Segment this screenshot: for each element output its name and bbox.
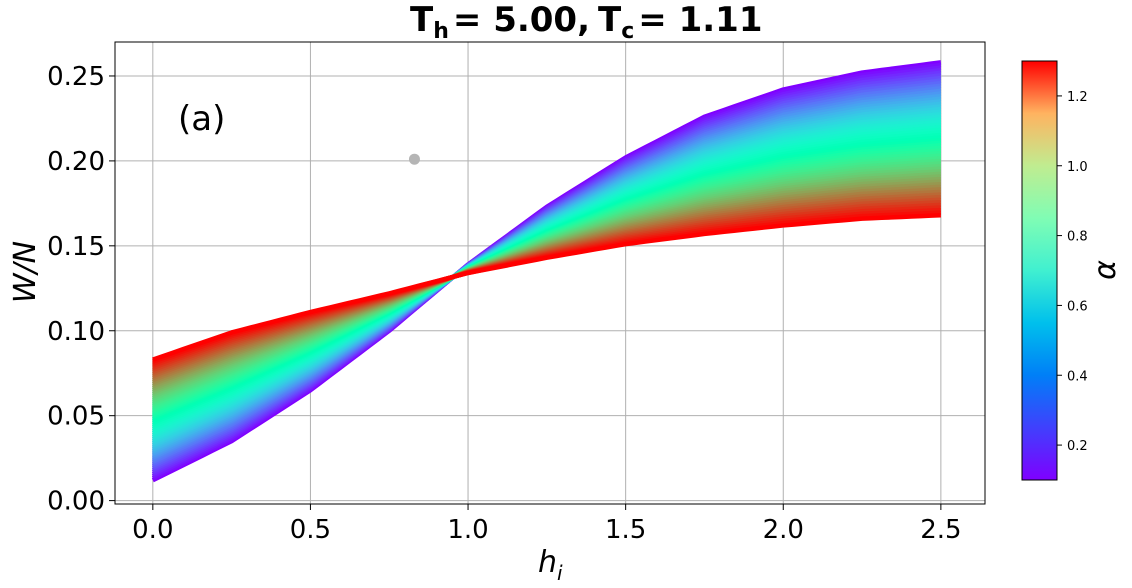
title-tc-symbol: T [598, 0, 622, 40]
marker-point [408, 153, 420, 165]
y-tick-label: 0.20 [47, 147, 105, 177]
colorbar-label: α [1088, 260, 1123, 280]
x-tick-label: 1.5 [605, 515, 646, 545]
x-axis-label-main: h [538, 545, 557, 580]
x-tick-label: 2.0 [763, 515, 804, 545]
x-tick-label: 2.5 [920, 515, 961, 545]
colorbar-tick-label: 0.6 [1067, 299, 1088, 314]
y-tick-label: 0.15 [47, 232, 105, 262]
x-axis-label: hi [538, 545, 563, 585]
title-th-sub: h [433, 19, 449, 44]
markers [408, 153, 420, 165]
x-tick-label: 0.5 [290, 515, 331, 545]
y-tick-label: 0.00 [47, 487, 105, 517]
x-axis-ticks: 0.0 0.5 1.0 1.5 2.0 2.5 [132, 504, 962, 545]
data-area [151, 60, 942, 483]
y-axis-label: W/N [8, 241, 43, 303]
colorbar-tick-label: 1.2 [1067, 90, 1088, 105]
alpha-curve [152, 213, 941, 362]
chart-title: Th = 5.00, Tc = 1.11 [410, 0, 762, 44]
title-th-symbol: T [410, 0, 434, 40]
colorbar [1021, 60, 1058, 481]
y-tick-label: 0.10 [47, 317, 105, 347]
x-tick-label: 0.0 [132, 515, 173, 545]
y-tick-label: 0.05 [47, 402, 105, 432]
x-axis-label-sub: i [557, 561, 563, 585]
title-tc-sub: c [621, 19, 634, 44]
x-tick-label: 1.0 [447, 515, 488, 545]
colorbar-tick-label: 1.0 [1067, 160, 1088, 175]
colorbar-tick-label: 0.4 [1067, 369, 1088, 384]
colorbar-tick-label: 0.8 [1067, 230, 1088, 245]
y-axis-ticks: 0.00 0.05 0.10 0.15 0.20 0.25 [47, 62, 115, 517]
colorbar-ticks: 0.2 0.4 0.6 0.8 1.0 1.2 [1057, 90, 1088, 454]
panel-label: (a) [178, 99, 225, 139]
colorbar-tick-label: 0.2 [1067, 439, 1088, 454]
plot-frame [114, 41, 986, 505]
title-tc-value: = 1.11 [638, 0, 762, 40]
y-tick-label: 0.25 [47, 62, 105, 92]
title-th-value: = 5.00, [453, 0, 590, 40]
